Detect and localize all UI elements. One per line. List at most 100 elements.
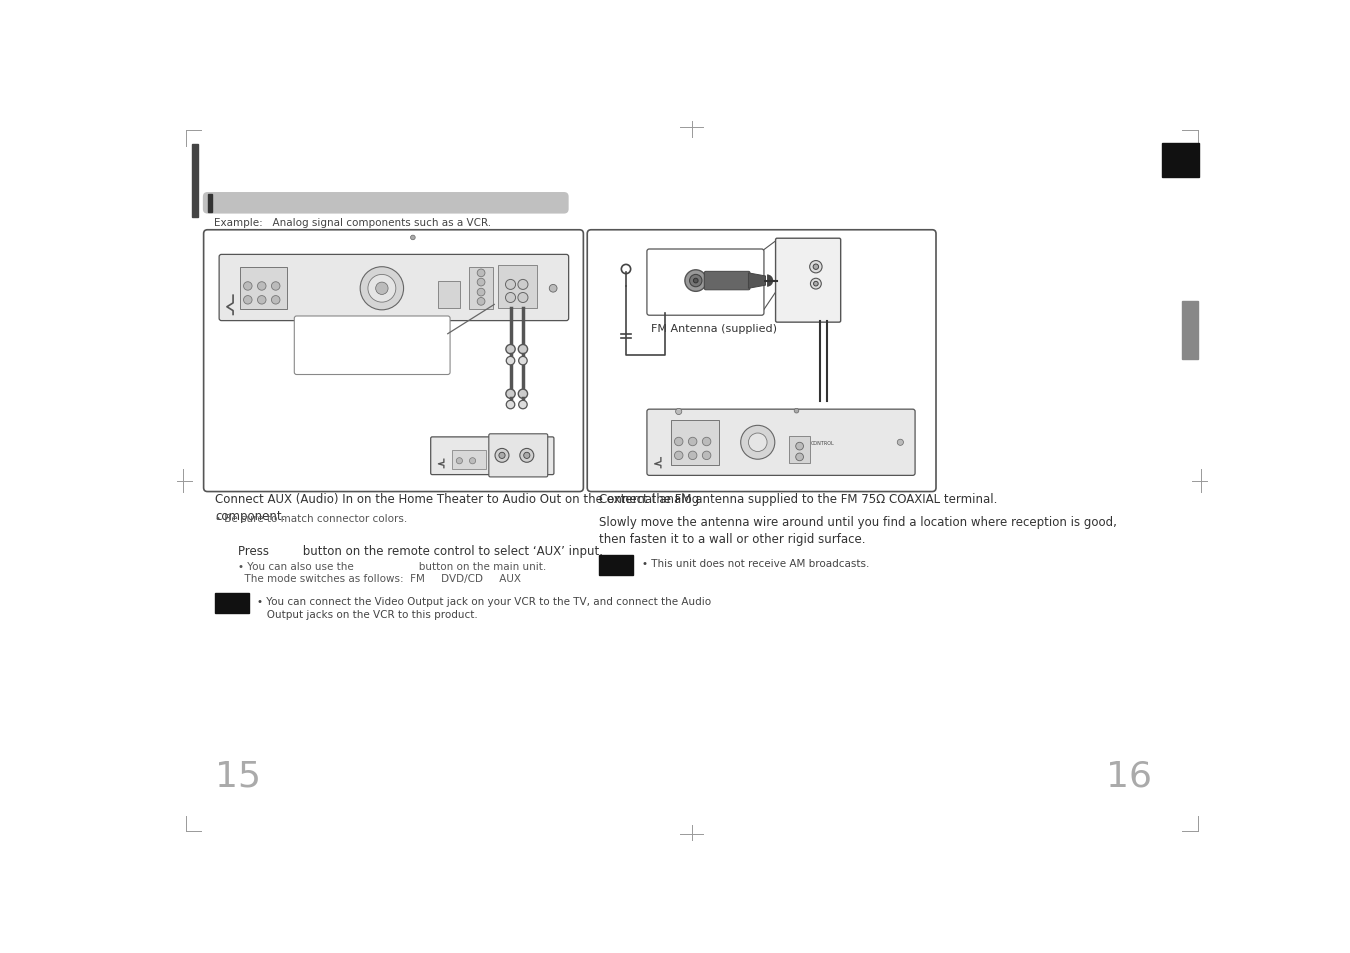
Text: L          R: L R [493,464,524,471]
FancyBboxPatch shape [775,239,841,323]
Bar [1162,144,1200,177]
FancyBboxPatch shape [587,231,936,492]
Circle shape [702,437,711,446]
Text: • This unit does not receive AM broadcasts.: • This unit does not receive AM broadcas… [641,558,869,568]
Circle shape [375,283,387,295]
Bar [498,266,537,308]
Bar [240,268,286,310]
Bar [470,268,493,310]
Bar [192,144,198,217]
Circle shape [477,270,485,277]
Text: AUDIO OUT: AUDIO OUT [493,471,532,476]
Circle shape [500,453,505,459]
Circle shape [898,439,903,446]
Circle shape [505,280,516,290]
Circle shape [506,357,514,366]
Circle shape [675,452,683,460]
Circle shape [688,452,697,460]
Text: CONTROL: CONTROL [810,440,834,445]
Circle shape [810,261,822,274]
FancyBboxPatch shape [219,255,568,321]
FancyBboxPatch shape [705,272,751,291]
Circle shape [506,401,514,410]
Bar [452,451,486,470]
Text: Slowly move the antenna wire around until you find a location where reception is: Slowly move the antenna wire around unti… [599,516,1116,546]
Circle shape [369,275,396,303]
Text: FM
75Ω
COAXIAL: FM 75Ω COAXIAL [782,244,814,276]
Text: • Be sure to match connector colors.: • Be sure to match connector colors. [215,514,408,523]
Circle shape [518,345,528,355]
Circle shape [410,236,416,240]
Circle shape [684,271,706,292]
Text: FM
AM: FM AM [440,283,450,294]
Circle shape [810,279,821,290]
Circle shape [258,296,266,305]
Circle shape [477,298,485,306]
Circle shape [518,280,528,290]
Circle shape [690,275,702,288]
Text: If the external analog compo-
nent has only one Audio Out,
   connect either lef: If the external analog compo- nent has o… [304,325,450,361]
Text: Connect the FM antenna supplied to the FM 75Ω COAXIAL terminal.: Connect the FM antenna supplied to the F… [599,493,998,506]
Text: Example:   Analog signal components such as a VCR.: Example: Analog signal components such a… [213,218,491,228]
Circle shape [518,294,528,303]
Text: • You can also use the                    button on the main unit.: • You can also use the button on the mai… [239,561,547,571]
Bar [599,555,633,575]
Circle shape [795,443,803,451]
Bar [671,420,720,465]
Circle shape [477,279,485,287]
Circle shape [675,437,683,446]
Bar [215,594,250,614]
FancyBboxPatch shape [294,316,450,375]
Bar [439,281,460,308]
Circle shape [505,294,516,303]
Polygon shape [748,274,765,289]
Text: • You can connect the Video Output jack on your VCR to the TV, and connect the A: • You can connect the Video Output jack … [256,597,711,619]
Bar [1183,302,1197,359]
Text: RADIO ANTENNA: RADIO ANTENNA [782,310,826,315]
Circle shape [814,282,818,287]
FancyBboxPatch shape [647,250,764,315]
Circle shape [688,437,697,446]
Circle shape [813,265,818,270]
Circle shape [524,453,531,459]
Circle shape [506,390,516,399]
Text: FM
75Ω
COAXIAL: FM 75Ω COAXIAL [653,256,695,293]
Text: Connect AUX (Audio) In on the Home Theater to Audio Out on the external analog
c: Connect AUX (Audio) In on the Home Theat… [215,493,699,523]
Circle shape [675,409,682,416]
Circle shape [549,285,558,293]
Circle shape [243,282,252,291]
Text: 15: 15 [215,759,262,793]
Text: Press         button on the remote control to select ‘AUX’ input.: Press button on the remote control to se… [239,544,603,558]
Circle shape [694,279,698,284]
Circle shape [477,289,485,296]
Circle shape [518,390,528,399]
Circle shape [506,345,516,355]
Circle shape [258,282,266,291]
Circle shape [702,452,711,460]
FancyBboxPatch shape [431,437,554,476]
Circle shape [243,296,252,305]
Circle shape [518,357,528,366]
Circle shape [741,426,775,459]
Circle shape [795,454,803,461]
Circle shape [456,458,463,464]
FancyBboxPatch shape [489,435,548,477]
FancyBboxPatch shape [647,410,915,476]
Bar [208,194,212,213]
FancyBboxPatch shape [202,193,568,214]
Circle shape [271,296,279,305]
Text: FM Antenna (supplied): FM Antenna (supplied) [651,324,776,334]
Wedge shape [767,275,774,288]
FancyBboxPatch shape [204,231,583,492]
Circle shape [748,434,767,452]
Circle shape [518,401,528,410]
Text: The mode switches as follows:  FM     DVD/CD     AUX: The mode switches as follows: FM DVD/CD … [239,574,521,583]
Circle shape [271,282,279,291]
Circle shape [360,268,404,311]
Circle shape [520,449,533,463]
Text: 16: 16 [1107,759,1153,793]
Bar [788,436,810,463]
Circle shape [495,449,509,463]
Circle shape [470,458,475,464]
Circle shape [794,409,799,414]
